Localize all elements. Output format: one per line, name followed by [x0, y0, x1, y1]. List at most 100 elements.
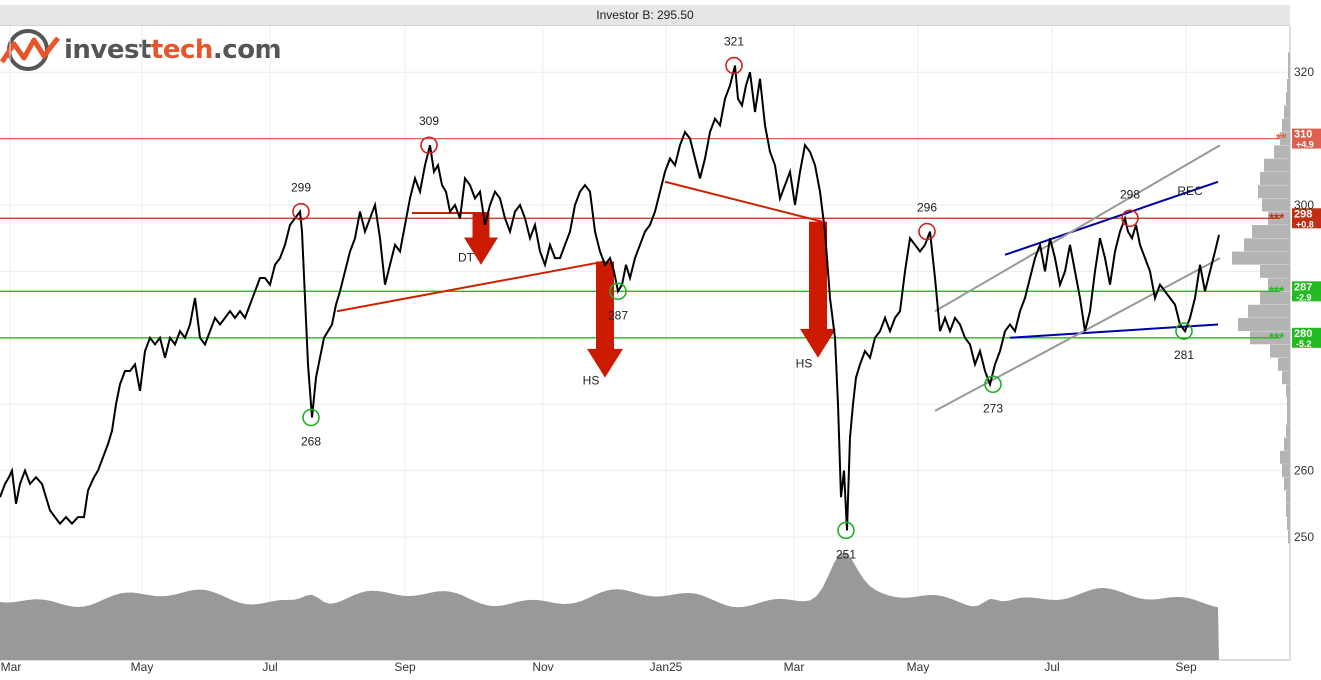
volume-profile-bar	[1282, 118, 1290, 132]
level-value: 298	[1294, 208, 1312, 220]
y-tick-label: 260	[1294, 464, 1314, 478]
volume-profile-bar	[1287, 517, 1290, 531]
top-marker	[1121, 209, 1139, 228]
extreme-value-label: 299	[291, 181, 311, 195]
volume-profile-bar	[1258, 185, 1290, 199]
volume-profile-bar	[1286, 424, 1290, 438]
bottom-marker	[837, 521, 855, 540]
pattern-label: HS	[583, 373, 600, 387]
investtech-logo[interactable]: investtech.com	[0, 28, 282, 72]
x-tick-label: Mar	[1, 660, 22, 674]
level-stars: ***	[1269, 210, 1285, 225]
level-change: +0.8	[1296, 219, 1314, 229]
volume-profile-bar	[1264, 158, 1290, 172]
extreme-value-label: 298	[1120, 187, 1140, 201]
level-stars: ***	[1269, 330, 1285, 345]
level-value: 287	[1294, 281, 1312, 293]
volume-profile-bar	[1284, 437, 1290, 451]
volume-profile-bar	[1278, 357, 1290, 371]
x-tick-label: Jul	[1044, 660, 1059, 674]
logo-mark-icon	[0, 29, 60, 71]
volume-profile-bar	[1260, 264, 1290, 278]
bottom-marker	[302, 408, 320, 427]
level-value: 280	[1294, 328, 1312, 340]
level-value: 310	[1294, 129, 1312, 141]
volume-profile-bar	[1232, 251, 1290, 265]
hs-target-arrow	[587, 261, 623, 378]
bottom-marker	[1175, 322, 1193, 340]
bottom-marker	[609, 282, 627, 301]
volume-profile-bar	[1282, 464, 1290, 478]
level-stars: ***	[1269, 283, 1285, 298]
trend-line	[934, 257, 1221, 412]
top-marker	[725, 56, 743, 75]
volume-profile-bar	[1260, 171, 1290, 185]
level-change: +4.9	[1296, 140, 1314, 150]
dt-target-arrow	[464, 212, 498, 265]
x-tick-label: Sep	[1175, 660, 1197, 674]
extreme-value-label: 281	[1174, 348, 1194, 362]
volume-profile-bar	[1270, 344, 1290, 358]
volume-profile-bar	[1262, 198, 1290, 212]
volume-profile-bar	[1248, 304, 1290, 318]
hs-target-arrow	[800, 221, 836, 358]
volume-profile-bar	[1238, 318, 1290, 332]
pattern-label: DT	[458, 250, 475, 264]
extreme-value-label: 287	[608, 308, 628, 322]
top-marker	[292, 202, 310, 221]
top-marker	[420, 136, 438, 155]
extreme-value-label: 251	[836, 547, 856, 561]
x-tick-label: Jan25	[650, 660, 683, 674]
pattern-label: REC	[1177, 184, 1203, 198]
volume-profile-bar	[1282, 371, 1290, 385]
x-tick-label: Sep	[394, 660, 416, 674]
top-marker	[918, 222, 936, 241]
level-tag	[1292, 208, 1321, 229]
price-line	[0, 65, 1220, 531]
extreme-value-label: 309	[419, 114, 439, 128]
level-change: -5.2	[1296, 339, 1312, 349]
chart-title-bar: Investor B: 295.50	[0, 5, 1290, 26]
volume-profile-bar	[1287, 410, 1290, 424]
level-tag	[1292, 128, 1321, 149]
chart-title: Investor B: 295.50	[596, 8, 694, 22]
volume-profile-bar	[1288, 530, 1290, 544]
bottom-marker	[984, 375, 1002, 394]
logo-text: investtech.com	[64, 35, 282, 65]
extreme-value-label: 268	[301, 434, 321, 448]
x-tick-label: Nov	[532, 660, 553, 674]
x-tick-label: May	[131, 660, 154, 674]
volume-profile-bar	[1274, 145, 1290, 159]
volume-profile-bar	[1286, 384, 1290, 398]
volume-profile-bar	[1268, 278, 1290, 292]
volume-profile-bar	[1284, 105, 1290, 119]
level-change: -2.9	[1296, 292, 1312, 302]
volume-profile-bar	[1284, 477, 1290, 491]
y-tick-label: 250	[1294, 530, 1314, 544]
volume-profile-bar	[1288, 65, 1290, 79]
volume-profile-bar	[1286, 92, 1290, 106]
trend-line	[336, 260, 606, 313]
volume-profile-bar	[1260, 291, 1290, 305]
volume-profile-bar	[1286, 490, 1290, 504]
trend-line	[1009, 323, 1219, 339]
volume-profile-bar	[1287, 397, 1290, 411]
level-tag	[1292, 281, 1321, 302]
y-tick-label: 320	[1294, 65, 1314, 79]
volume-profile-bar	[1286, 503, 1290, 517]
x-tick-label: Mar	[784, 660, 805, 674]
volume-profile-bar	[1252, 225, 1290, 239]
volume-profile-bar	[1280, 132, 1290, 146]
extreme-value-label: 321	[724, 35, 744, 49]
volume-profile-bar	[1287, 78, 1290, 92]
pattern-label: HS	[796, 357, 813, 371]
extreme-value-label: 296	[917, 201, 937, 215]
level-tag	[1292, 327, 1321, 348]
volume-profile-bar	[1244, 238, 1290, 252]
x-tick-label: Jul	[262, 660, 277, 674]
extreme-value-label: 273	[983, 401, 1003, 415]
level-stars: **	[1276, 131, 1287, 146]
trend-line	[934, 144, 1221, 313]
